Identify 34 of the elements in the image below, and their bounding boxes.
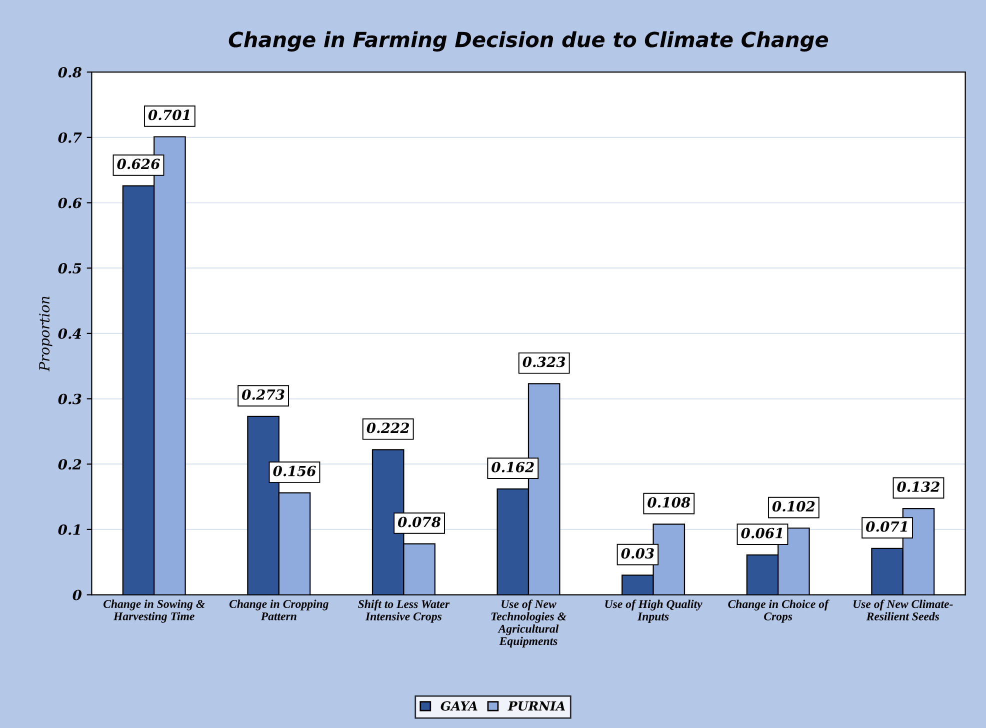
legend-label: GAYA bbox=[440, 701, 478, 711]
y-tick-label: 0.3 bbox=[58, 394, 82, 404]
data-label: 0.071 bbox=[866, 521, 907, 532]
x-tick-label: Change in Sowing & Harvesting Time bbox=[103, 600, 205, 623]
y-axis-title: Proportion bbox=[39, 296, 52, 372]
data-label: 0.108 bbox=[648, 497, 690, 508]
x-tick-label: Shift to Less Water Intensive Crops bbox=[358, 600, 450, 623]
data-label: 0.061 bbox=[741, 528, 782, 538]
data-label: 0.273 bbox=[242, 389, 284, 400]
data-label: 0.222 bbox=[366, 422, 410, 434]
y-tick-label: 0.4 bbox=[58, 328, 82, 339]
x-tick-label: Use of New Climate- Resilient Seeds bbox=[854, 600, 953, 620]
y-tick-label: 0.6 bbox=[58, 198, 82, 208]
data-label: 0.162 bbox=[492, 462, 534, 472]
data-label: 0.323 bbox=[522, 356, 566, 368]
x-tick-label: Use of New Technologies & Agricultural Equipments bbox=[491, 600, 566, 648]
data-label: 0.156 bbox=[273, 466, 316, 476]
x-tick-label: Change in Cropping Pattern bbox=[229, 600, 328, 620]
data-label: 0.701 bbox=[148, 110, 190, 120]
x-tick-label: Change in Choice of Crops bbox=[728, 600, 830, 623]
x-tick-label: Use of High Quality Inputs bbox=[605, 600, 702, 623]
data-label: 0.03 bbox=[621, 548, 654, 559]
chart-title: Change in Farming Decision due to Climate Change bbox=[228, 31, 828, 52]
data-label: 0.626 bbox=[117, 158, 160, 170]
data-label: 0.132 bbox=[897, 481, 940, 492]
y-tick-label: 0.5 bbox=[58, 263, 82, 274]
y-tick-label: 0 bbox=[72, 590, 82, 600]
y-tick-label: 0.8 bbox=[58, 67, 82, 78]
y-tick-label: 0.2 bbox=[58, 459, 82, 470]
y-tick-label: 0.7 bbox=[58, 132, 82, 143]
data-label: 0.078 bbox=[398, 516, 441, 528]
y-tick-label: 0.1 bbox=[58, 524, 80, 535]
legend-label: PURNIA bbox=[508, 701, 566, 711]
data-label: 0.102 bbox=[772, 501, 815, 512]
